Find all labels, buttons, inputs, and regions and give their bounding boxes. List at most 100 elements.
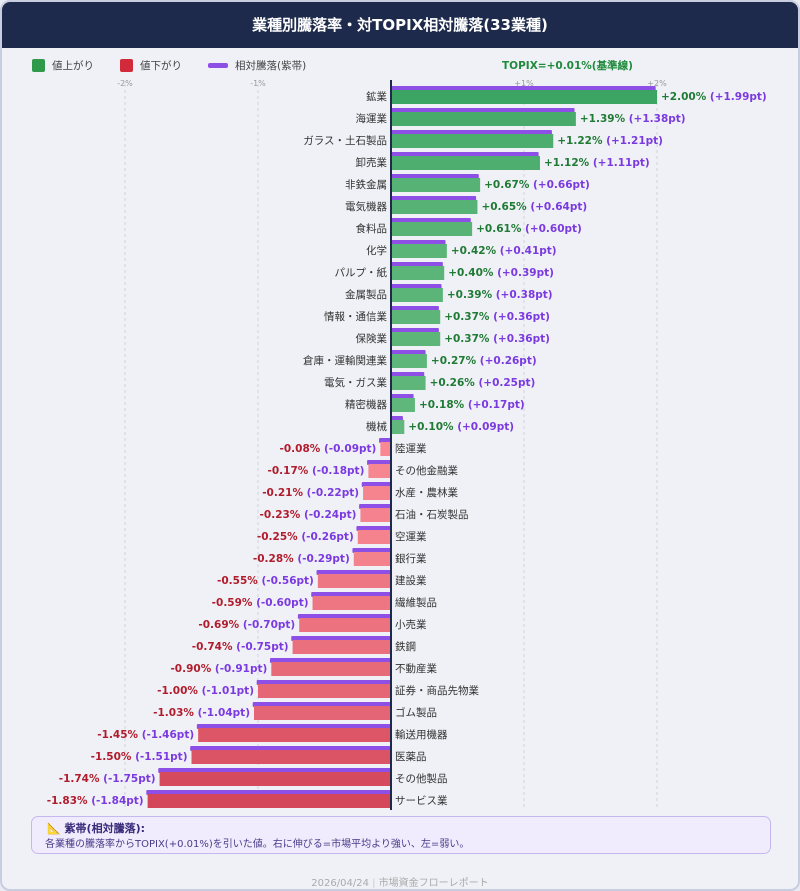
footer-date: 2026/04/24: [311, 878, 369, 889]
bar: [391, 376, 426, 390]
legend-relative-swatch: [208, 63, 228, 68]
bar: [299, 618, 391, 632]
relative-band: [391, 196, 477, 201]
x-tick-label: -2%: [117, 79, 133, 88]
relative-band: [391, 240, 446, 245]
relative-band: [196, 724, 391, 729]
data-label: -1.00% (-1.01pt): [157, 685, 254, 697]
data-label: +0.40% (+0.39pt): [448, 267, 554, 279]
data-label: +0.10% (+0.09pt): [408, 421, 514, 433]
bar: [391, 354, 427, 368]
category-label: 医薬品: [395, 751, 427, 763]
bar: [391, 332, 441, 346]
legend-up-swatch: [32, 59, 45, 72]
bar: [391, 244, 447, 258]
category-label: 鉄鋼: [395, 640, 416, 653]
category-label: 不動産業: [395, 662, 437, 675]
footer-separator: |: [372, 878, 376, 889]
category-label: 保険業: [356, 332, 388, 345]
data-label: -0.69% (-0.70pt): [198, 619, 295, 631]
relative-band: [269, 658, 391, 663]
relative-band: [252, 702, 391, 707]
relative-band: [297, 614, 391, 619]
category-label: ガラス・土石製品: [303, 134, 387, 147]
data-label: -0.74% (-0.75pt): [192, 641, 289, 653]
category-label: サービス業: [395, 794, 448, 807]
data-label: -1.74% (-1.75pt): [59, 773, 156, 785]
category-label: 機械: [366, 420, 387, 433]
bar-chart: -2% -1% +1% +2% 鉱業 +2.00% (+1.99pt) 海運業 +1.39% …: [47, 79, 767, 810]
category-label: 輸送用機器: [395, 728, 448, 741]
relative-band: [391, 328, 439, 333]
data-label: -0.25% (-0.26pt): [257, 531, 354, 543]
footer-report: 市場資金フローレポート: [378, 878, 489, 889]
legend-up-label: 値上がり: [52, 60, 94, 72]
relative-band: [391, 306, 439, 311]
relative-band: [391, 416, 403, 421]
bar: [353, 552, 391, 566]
bar: [391, 112, 576, 126]
category-label: 証券・商品先物業: [395, 684, 479, 697]
relative-band: [391, 350, 426, 355]
bar: [312, 596, 391, 610]
relative-band: [158, 768, 391, 773]
relative-band: [367, 460, 391, 465]
bar: [391, 420, 405, 434]
data-label: +0.67% (+0.66pt): [484, 179, 590, 191]
legend-down-swatch: [120, 59, 133, 72]
relative-band: [379, 438, 391, 443]
bar: [254, 706, 391, 720]
bar: [360, 508, 391, 522]
bar: [271, 662, 391, 676]
data-label: -0.08% (-0.09pt): [280, 443, 377, 455]
data-label: -1.45% (-1.46pt): [97, 729, 194, 741]
data-label: +0.42% (+0.41pt): [451, 245, 557, 257]
category-label: 水産・農林業: [395, 486, 458, 499]
data-label: +1.12% (+1.11pt): [544, 157, 650, 169]
category-label: 電気機器: [345, 200, 387, 213]
category-label: 空運業: [395, 530, 427, 543]
category-label: 鉱業: [366, 90, 387, 103]
data-label: -0.28% (-0.29pt): [253, 553, 350, 565]
data-label: +0.27% (+0.26pt): [431, 355, 537, 367]
triangle-ruler-icon: 📐: [47, 822, 61, 835]
relative-band: [391, 174, 479, 179]
bar: [292, 640, 391, 654]
data-label: -0.17% (-0.18pt): [268, 465, 365, 477]
bar: [391, 310, 441, 324]
relative-band: [391, 284, 442, 289]
data-label: +0.37% (+0.36pt): [444, 311, 550, 323]
bar: [391, 288, 443, 302]
legend-relative: 相対騰落(紫帯): [208, 58, 306, 73]
category-label: 金属製品: [345, 288, 387, 301]
note-title: 📐 紫帯(相対騰落):: [47, 820, 145, 836]
data-label: +0.26% (+0.25pt): [430, 377, 536, 389]
relative-band: [391, 86, 656, 91]
x-tick-label: -1%: [250, 79, 266, 88]
category-label: 精密機器: [345, 398, 387, 411]
data-label: +0.61% (+0.60pt): [476, 223, 582, 235]
footer: 2026/04/24 | 市場資金フローレポート: [2, 874, 798, 889]
bar: [317, 574, 391, 588]
data-label: +1.39% (+1.38pt): [580, 113, 686, 125]
bar: [391, 266, 445, 280]
category-label: 食料品: [356, 222, 388, 235]
relative-band: [352, 548, 391, 553]
data-label: -0.55% (-0.56pt): [217, 575, 314, 587]
relative-band: [361, 482, 391, 487]
bar: [147, 794, 391, 808]
bar: [391, 156, 540, 170]
data-label: +0.65% (+0.64pt): [481, 201, 587, 213]
bar: [391, 134, 554, 148]
bar: [258, 684, 391, 698]
data-label: -1.50% (-1.51pt): [91, 751, 188, 763]
data-label: -1.83% (-1.84pt): [47, 795, 144, 807]
bar: [368, 464, 391, 478]
bar: [357, 530, 391, 544]
x-tick-label: +1%: [514, 79, 534, 88]
legend-down: 値下がり: [120, 58, 182, 73]
data-label: +0.39% (+0.38pt): [447, 289, 553, 301]
relative-band: [391, 108, 575, 113]
relative-band: [391, 394, 414, 399]
